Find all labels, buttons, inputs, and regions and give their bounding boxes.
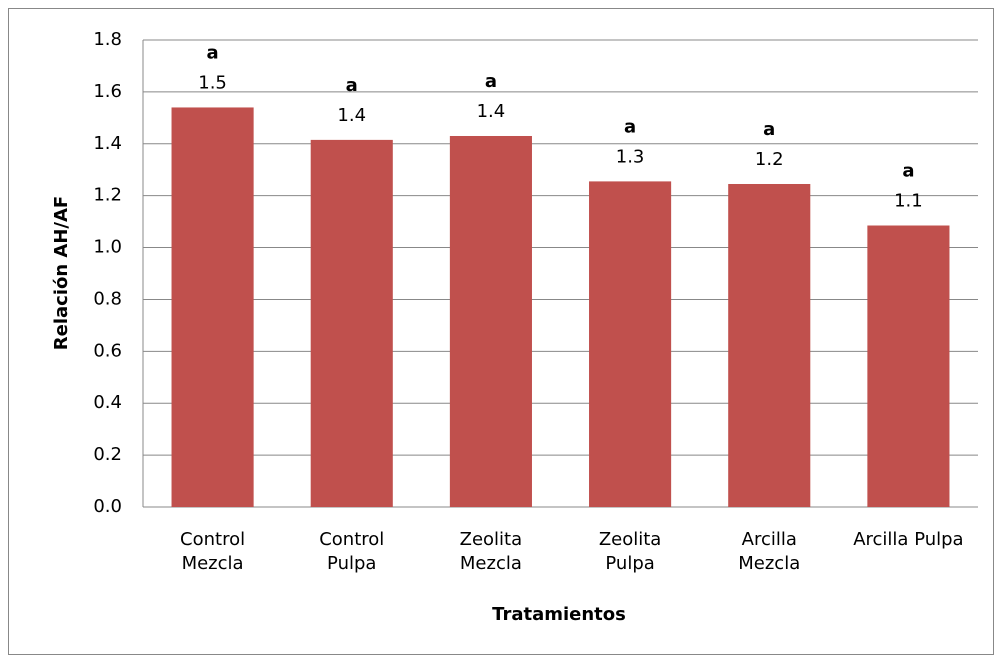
value-label: 1.2 <box>755 149 784 170</box>
value-label: 1.3 <box>616 146 645 167</box>
value-label: 1.1 <box>894 191 923 212</box>
x-tick-label: Control Pulpa <box>319 529 385 574</box>
y-tick-label: 0.4 <box>93 392 122 413</box>
y-tick-label: 0.8 <box>93 288 122 309</box>
y-tick-label: 1.0 <box>93 237 122 258</box>
bar <box>728 183 811 507</box>
y-tick-label: 0.0 <box>93 496 122 517</box>
y-tick-label: 1.4 <box>93 133 122 154</box>
bar <box>867 225 950 507</box>
value-label: 1.4 <box>337 105 366 126</box>
value-label: 1.4 <box>477 101 506 122</box>
bar <box>171 107 254 507</box>
annotation: a <box>902 161 914 182</box>
annotation: a <box>485 71 497 92</box>
y-tick-label: 1.2 <box>93 185 122 206</box>
y-axis-title: Relación AH/AF <box>51 196 72 350</box>
x-tick-label: Arcilla Mezcla <box>738 529 801 574</box>
y-tick-label: 1.6 <box>93 81 122 102</box>
x-tick-label: Arcilla Pulpa <box>853 529 964 550</box>
x-tick-label: Zeolita Pulpa <box>598 529 662 574</box>
y-tick-label: 0.6 <box>93 340 122 361</box>
x-axis-title: Tratamientos <box>492 604 626 625</box>
x-tick-label: Zeolita Mezcla <box>459 529 523 574</box>
y-tick-label: 0.2 <box>93 444 122 465</box>
bar <box>589 181 672 507</box>
annotation: a <box>207 42 219 63</box>
x-tick-label: Control Mezcla <box>180 529 246 574</box>
annotation: a <box>763 119 775 140</box>
y-tick-label: 1.8 <box>93 29 122 50</box>
annotation: a <box>346 75 358 96</box>
value-label: 1.5 <box>198 72 227 93</box>
bar <box>449 135 532 507</box>
bar <box>310 139 393 507</box>
annotation: a <box>624 116 636 137</box>
